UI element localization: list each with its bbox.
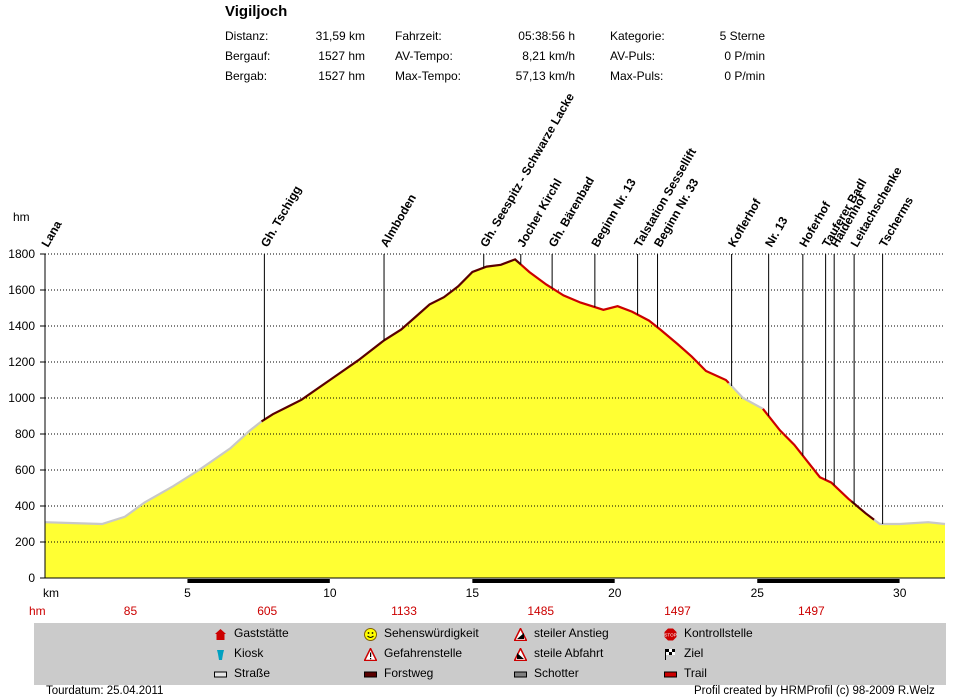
profile-segment: [260, 258, 522, 423]
stat-value: 57,13 km/h: [515, 69, 575, 83]
waypoint-label: Beginn Nr. 13: [588, 176, 639, 250]
y-tick-label: 1200: [8, 355, 35, 369]
legend-label: Gaststätte: [234, 626, 289, 640]
road-swatch-icon: [214, 668, 227, 681]
house-icon: [214, 628, 227, 641]
x-tick-label: 30: [893, 586, 907, 600]
distance-bar-segment: [899, 579, 945, 583]
y-tick-label: 400: [15, 499, 35, 513]
waypoint-label: Almboden: [378, 192, 419, 250]
warning-icon: [363, 646, 378, 662]
y-tick-label: 800: [15, 427, 35, 441]
hm-value-label: 1485: [527, 604, 554, 618]
distance-bar-segment: [757, 579, 900, 583]
stat-value: 5 Sterne: [719, 29, 765, 43]
y-tick-label: 1800: [8, 247, 35, 261]
y-tick-label: 1400: [8, 319, 35, 333]
waypoint-label: Gh. Tschigg: [258, 183, 304, 249]
stat-value: 31,59 km: [315, 29, 365, 43]
legend-label: steiler Anstieg: [534, 626, 609, 640]
stat-value: 05:38:56 h: [518, 29, 575, 43]
stat-label: Fahrzeit:: [395, 29, 442, 43]
hm-value-label: 605: [257, 604, 277, 618]
y-axis-label: hm: [13, 210, 30, 224]
stat-value: 8,21 km/h: [522, 49, 575, 63]
waypoint-label: Nr. 13: [762, 214, 791, 250]
stat-value: 0 P/min: [724, 49, 765, 63]
legend-label: Forstweg: [384, 666, 434, 680]
credit-text: Profil created by HRMProfil (c) 98-2009 …: [694, 685, 935, 697]
page-title: Vigiljoch: [225, 3, 288, 20]
profile-segment: [44, 420, 263, 526]
x-tick-label: 20: [608, 586, 622, 600]
elevation-chart: 0 200 400 600 800 1000 1200 1400 1600 1800 km 5 10 15…: [8, 90, 946, 618]
stat-label: AV-Puls:: [610, 49, 656, 63]
stat-label: Distanz:: [225, 29, 269, 43]
profile-segment: [762, 408, 853, 503]
legend-label: Straße: [234, 666, 271, 680]
stat-label: Max-Tempo:: [395, 69, 462, 83]
legend-label: steile Abfahrt: [534, 646, 604, 660]
legend-label: Sehenswürdigkeit: [384, 626, 479, 640]
distance-bar-segment: [45, 579, 188, 583]
waypoint-label: Koflerhof: [725, 195, 764, 249]
elevation-area: [45, 259, 945, 578]
profile-segment: [728, 382, 764, 410]
x-tick-label: 10: [323, 586, 337, 600]
hm-row-label: hm: [29, 604, 46, 618]
x-tick-label: 15: [466, 586, 480, 600]
distance-bar-segment: [472, 579, 615, 583]
legend-label: Kontrollstelle: [684, 626, 753, 640]
hm-value-label: 1497: [798, 604, 825, 618]
x-tick-label: 25: [751, 586, 765, 600]
steep-descent-icon: [513, 646, 528, 662]
stat-label: Kategorie:: [610, 29, 665, 43]
profile-segment: [873, 518, 946, 526]
legend-label: Trail: [684, 666, 707, 680]
hm-value-label: 1497: [664, 604, 691, 618]
profile-segment: [850, 500, 875, 521]
distance-bar-segment: [329, 579, 473, 583]
legend-label: Kiosk: [234, 646, 264, 660]
stat-label: Bergab:: [225, 69, 268, 83]
waypoint-label: Lana: [38, 218, 64, 250]
legend-label: Schotter: [534, 666, 579, 680]
legend: Gaststätte Sehenswürdigkeit steiler Anstie…: [34, 623, 946, 685]
distance-bar-segment: [187, 579, 330, 583]
stat-label: Max-Puls:: [610, 69, 664, 83]
stat-label: Bergauf:: [225, 49, 271, 63]
legend-label: Gefahrenstelle: [384, 646, 463, 660]
x-tick-label: 5: [184, 586, 191, 600]
stop-sign-icon: STOP: [664, 628, 677, 641]
stat-value: 0 P/min: [724, 69, 765, 83]
hm-value-label: 1133: [391, 604, 417, 618]
smiley-icon: [364, 628, 377, 641]
stat-label: AV-Tempo:: [395, 49, 453, 63]
tour-date: Tourdatum: 25.04.2011: [46, 685, 164, 697]
distance-bar-segment: [614, 579, 758, 583]
y-tick-label: 0: [28, 571, 35, 585]
profile-segment: [520, 263, 730, 384]
stat-value: 1527 hm: [318, 69, 365, 83]
y-tick-label: 600: [15, 463, 35, 477]
legend-label: Ziel: [684, 646, 704, 660]
y-tick-label: 200: [15, 535, 35, 549]
gravel-swatch-icon: [514, 668, 527, 681]
trail-swatch-icon: [664, 668, 677, 681]
y-tick-label: 1600: [8, 283, 35, 297]
x-axis-label: km: [43, 586, 59, 600]
finish-flag-icon: [664, 648, 677, 661]
kiosk-icon: [214, 648, 227, 661]
forest-road-swatch-icon: [364, 668, 377, 681]
y-tick-label: 1000: [8, 391, 35, 405]
steep-climb-icon: [513, 626, 528, 642]
svg-text:STOP: STOP: [664, 633, 676, 638]
stat-value: 1527 hm: [318, 49, 365, 63]
hm-value-label: 85: [124, 604, 138, 618]
